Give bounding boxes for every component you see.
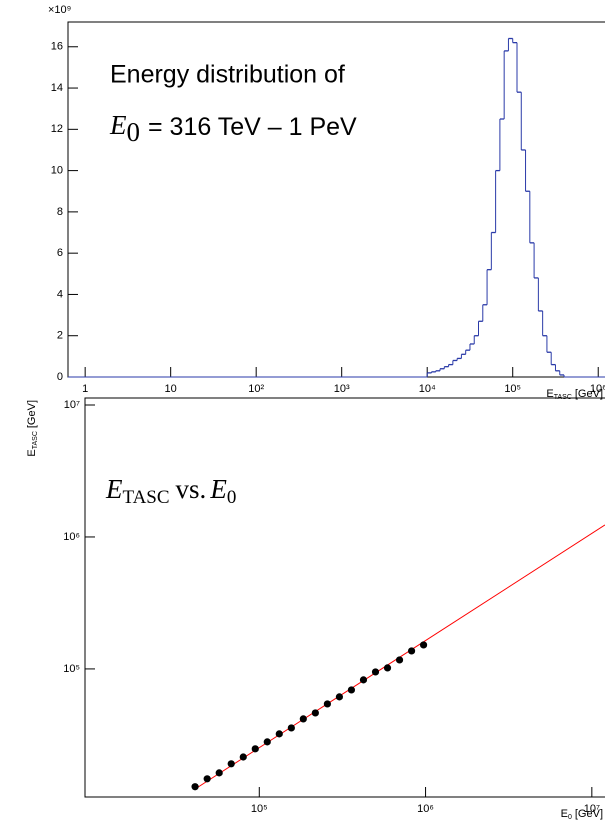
y-tick-label: 14 xyxy=(51,82,63,94)
y-tick-label: 8 xyxy=(57,206,63,218)
axis-label: ETASC [GeV] xyxy=(26,400,39,457)
axis-label-symbol: E xyxy=(546,388,553,400)
data-point xyxy=(419,641,428,649)
x-tick-label: 1 xyxy=(82,383,88,395)
axis-label: E0 [GeV] xyxy=(561,808,603,821)
axis-label-unit: [GeV] xyxy=(575,388,603,400)
data-point xyxy=(263,738,271,746)
data-point xyxy=(323,700,331,708)
y-tick-label: 10⁷ xyxy=(64,399,80,411)
y-tick-label: 0 xyxy=(57,371,63,383)
y-multiplier: ×10⁹ xyxy=(48,4,71,16)
data-point xyxy=(239,753,247,761)
x-tick-label: 10 xyxy=(165,383,177,395)
axis-label-subscript: TASC xyxy=(32,431,39,449)
y-tick-label: 4 xyxy=(57,288,63,300)
x-tick-label: 10⁷ xyxy=(584,803,600,815)
annotation-text: = 316 TeV – 1 PeV xyxy=(148,113,357,141)
data-point xyxy=(287,724,295,732)
y-tick-label: 10⁶ xyxy=(63,531,80,543)
axis-label: ETASC[GeV] xyxy=(546,388,603,401)
annotation-subscript: 0 xyxy=(127,117,141,147)
plot-frame xyxy=(84,397,605,798)
data-point xyxy=(191,783,199,791)
annotation-symbol: E xyxy=(209,474,227,504)
x-tick-label: 10⁵ xyxy=(251,803,268,815)
data-point xyxy=(275,730,283,738)
y-tick-label: 6 xyxy=(57,247,63,259)
x-tick-label: 10⁴ xyxy=(419,383,436,395)
x-tick-label: 10⁶ xyxy=(417,803,434,815)
data-point xyxy=(215,769,223,777)
annotation: Energy distribution of xyxy=(110,61,345,89)
annotation-text: vs. xyxy=(176,474,207,504)
annotation: ETASC vs. E0 xyxy=(105,474,236,508)
x-tick-label: 10⁶ xyxy=(590,383,605,395)
axis-label-unit: [GeV] xyxy=(575,808,603,820)
y-tick-label: 16 xyxy=(51,41,63,53)
annotation: E0 = 316 TeV – 1 PeV xyxy=(109,110,357,147)
data-point xyxy=(395,656,404,664)
y-tick-label: 12 xyxy=(51,123,63,135)
axis-label-unit: [GeV] xyxy=(26,400,38,428)
data-point xyxy=(347,686,356,694)
data-point xyxy=(251,745,259,753)
data-point xyxy=(371,668,380,676)
annotation-subscript: 0 xyxy=(227,487,237,508)
x-tick-label: 10² xyxy=(248,383,264,395)
data-point xyxy=(383,664,392,672)
annotation-symbol: E xyxy=(109,110,127,140)
axis-label-subscript: 0 xyxy=(568,814,572,821)
y-tick-label: 2 xyxy=(57,330,63,342)
data-point xyxy=(203,775,211,783)
data-point xyxy=(359,676,368,684)
annotation-subscript: TASC xyxy=(123,487,170,508)
data-point xyxy=(311,709,319,717)
axis-label-symbol: E xyxy=(26,449,38,456)
x-tick-label: 10⁵ xyxy=(504,383,521,395)
data-point xyxy=(299,715,307,723)
data-point xyxy=(335,693,344,701)
axis-label-subscript: TASC xyxy=(554,394,572,401)
y-tick-label: 10⁵ xyxy=(63,663,80,675)
y-tick-label: 10 xyxy=(51,165,63,177)
annotation-symbol: E xyxy=(105,474,123,504)
axis-label-symbol: E xyxy=(561,808,568,820)
data-point xyxy=(407,647,416,655)
data-point xyxy=(227,760,235,768)
x-tick-label: 10³ xyxy=(334,383,350,395)
